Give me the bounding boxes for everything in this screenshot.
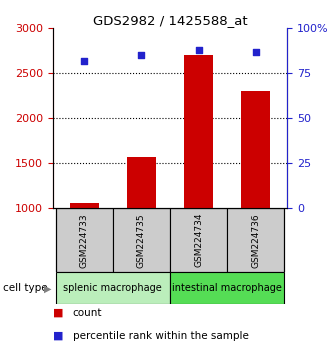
- Text: ■: ■: [53, 331, 63, 341]
- Text: GSM224734: GSM224734: [194, 213, 203, 268]
- Title: GDS2982 / 1425588_at: GDS2982 / 1425588_at: [93, 14, 247, 27]
- Text: GSM224736: GSM224736: [251, 213, 260, 268]
- Point: [139, 52, 144, 58]
- Text: splenic macrophage: splenic macrophage: [63, 284, 162, 293]
- Text: cell type: cell type: [3, 284, 48, 293]
- Bar: [227, 208, 284, 272]
- Bar: [184, 55, 213, 208]
- Text: ▶: ▶: [44, 284, 51, 293]
- Text: count: count: [73, 308, 102, 318]
- Bar: [56, 208, 113, 272]
- Text: GSM224735: GSM224735: [137, 213, 146, 268]
- Point: [196, 47, 201, 53]
- Bar: [170, 208, 227, 272]
- Bar: [170, 272, 284, 304]
- Bar: [56, 272, 170, 304]
- Text: ■: ■: [53, 308, 63, 318]
- Point: [82, 58, 87, 63]
- Bar: [70, 203, 99, 208]
- Text: GSM224733: GSM224733: [80, 213, 89, 268]
- Bar: [241, 91, 270, 208]
- Bar: [113, 208, 170, 272]
- Text: intestinal macrophage: intestinal macrophage: [172, 284, 282, 293]
- Point: [253, 49, 258, 55]
- Bar: [127, 157, 156, 208]
- Text: percentile rank within the sample: percentile rank within the sample: [73, 331, 248, 341]
